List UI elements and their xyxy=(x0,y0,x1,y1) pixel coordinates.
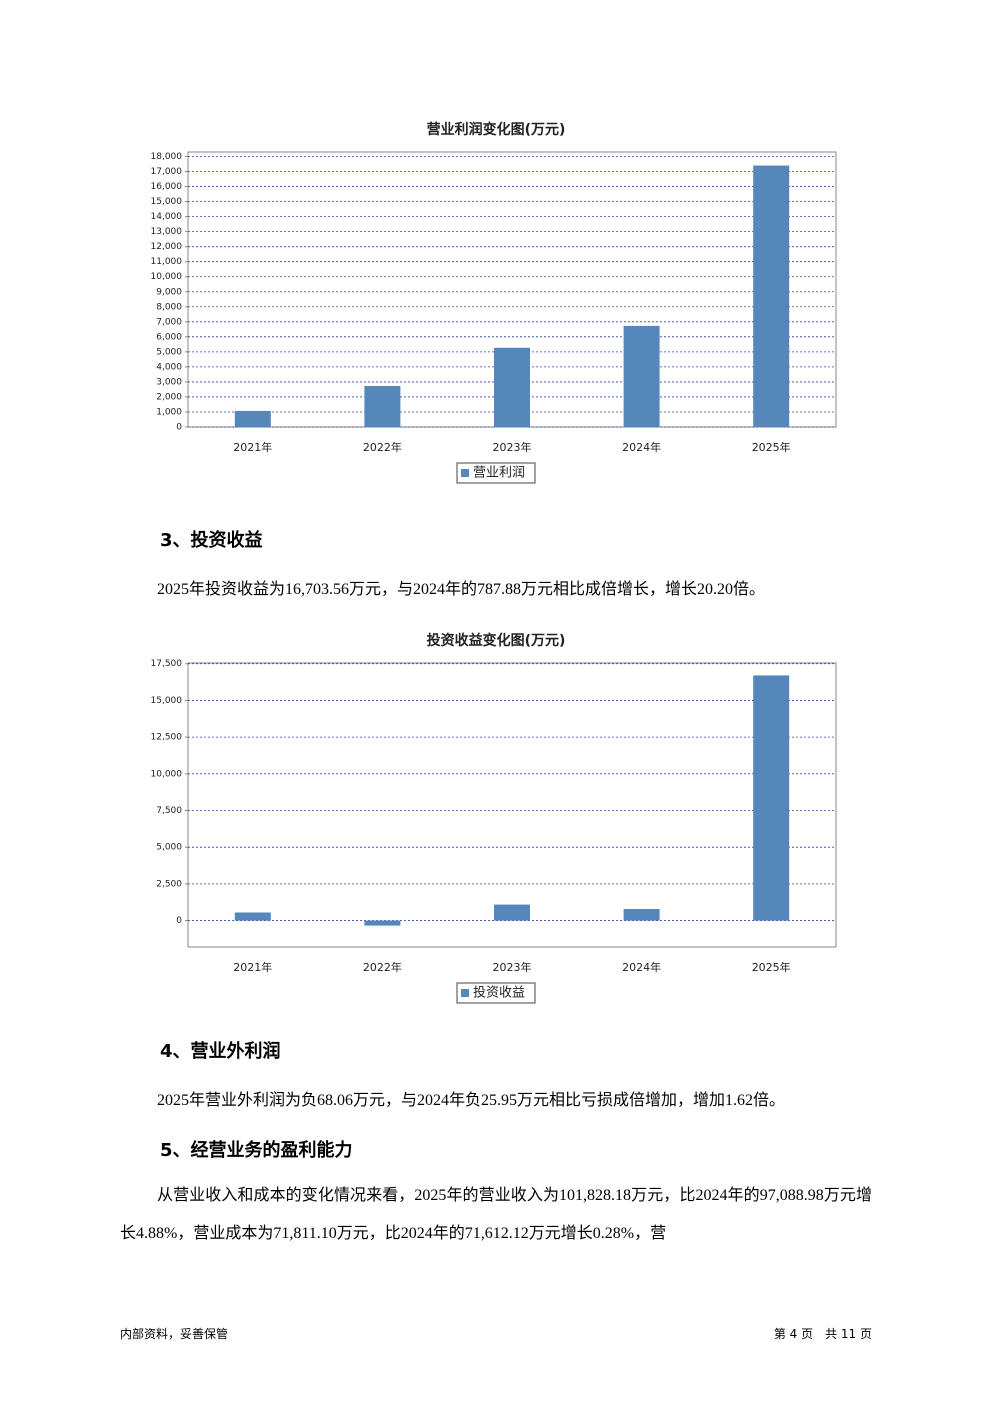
y-tick-label: 5,000 xyxy=(156,347,182,357)
y-tick-label: 12,500 xyxy=(151,733,183,743)
x-tick-label: 2021年 xyxy=(233,440,272,454)
heading: 5、经营业务的盈利能力 xyxy=(160,1140,353,1161)
legend-box xyxy=(456,982,536,1004)
paragraph: 2025年营业外利润为负68.06万元，与2024年负25.95万元相比亏损成倍… xyxy=(157,1092,786,1109)
legend-label: 营业利润 xyxy=(473,466,525,481)
bar xyxy=(753,165,790,427)
bar xyxy=(234,912,271,921)
bar xyxy=(494,347,530,427)
heading: 3、投资收益 xyxy=(160,530,263,551)
y-tick-label: 0 xyxy=(176,916,182,926)
heading: 4、营业外利润 xyxy=(160,1041,281,1062)
y-tick-label: 5,000 xyxy=(156,843,182,853)
y-tick-label: 11,000 xyxy=(151,257,183,267)
x-tick-label: 2023年 xyxy=(493,960,532,974)
x-tick-label: 2023年 xyxy=(493,440,532,454)
chart-title: 投资收益变化图(万元) xyxy=(427,632,566,649)
y-tick-label: 8,000 xyxy=(156,302,182,312)
plot-frame xyxy=(187,662,837,948)
x-tick-label: 2025年 xyxy=(752,440,791,454)
x-tick-label: 2022年 xyxy=(363,440,402,454)
y-tick-label: 0 xyxy=(176,423,182,433)
bar xyxy=(753,675,790,921)
bar xyxy=(364,385,401,427)
paragraph: 从营业收入和成本的变化情况来看，2025年的营业收入为101,828.18万元，… xyxy=(120,1187,872,1242)
bar xyxy=(234,410,271,427)
y-tick-label: 17,000 xyxy=(151,167,183,177)
bar xyxy=(494,904,530,921)
y-tick-label: 13,000 xyxy=(151,227,183,237)
y-tick-label: 18,000 xyxy=(151,152,183,162)
legend-box xyxy=(456,462,536,484)
footer-left: 内部资料，妥善保管 xyxy=(120,1327,229,1341)
chart-title: 营业利润变化图(万元) xyxy=(427,121,566,138)
bar xyxy=(623,325,660,427)
footer-right: 第 4 页 共 11 页 xyxy=(773,1327,872,1341)
x-tick-label: 2024年 xyxy=(622,960,661,974)
y-tick-label: 15,000 xyxy=(151,197,183,207)
y-tick-label: 16,000 xyxy=(151,182,183,192)
y-tick-label: 7,000 xyxy=(156,317,182,327)
y-tick-label: 17,500 xyxy=(151,659,183,669)
paragraph: 2025年投资收益为16,703.56万元，与2024年的787.88万元相比成… xyxy=(157,581,766,598)
y-tick-label: 9,000 xyxy=(156,287,182,297)
bar xyxy=(623,909,660,921)
legend-swatch xyxy=(461,469,469,477)
y-tick-label: 2,000 xyxy=(156,392,182,402)
y-tick-label: 15,000 xyxy=(151,696,183,706)
y-tick-label: 2,500 xyxy=(156,879,182,889)
y-tick-label: 10,000 xyxy=(151,769,183,779)
y-tick-label: 12,000 xyxy=(151,242,183,252)
x-tick-label: 2024年 xyxy=(622,440,661,454)
x-tick-label: 2022年 xyxy=(363,960,402,974)
y-tick-label: 6,000 xyxy=(156,332,182,342)
legend-label: 投资收益 xyxy=(473,985,525,1001)
x-tick-label: 2021年 xyxy=(233,960,272,974)
y-tick-label: 14,000 xyxy=(151,212,183,222)
y-tick-label: 4,000 xyxy=(156,362,182,372)
y-tick-label: 1,000 xyxy=(156,407,182,417)
y-tick-label: 10,000 xyxy=(151,272,183,282)
bar xyxy=(364,920,401,926)
y-tick-label: 3,000 xyxy=(156,377,182,387)
y-tick-label: 7,500 xyxy=(156,806,182,816)
x-tick-label: 2025年 xyxy=(752,960,791,974)
legend-swatch xyxy=(461,989,469,997)
